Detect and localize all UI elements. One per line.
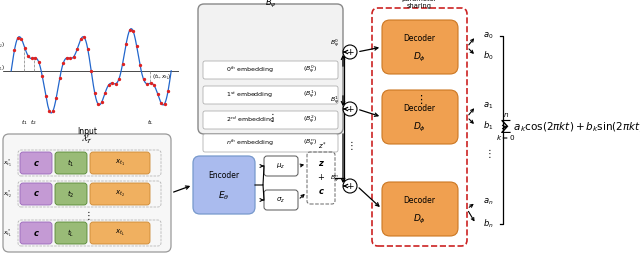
Text: $b_0$: $b_0$ (483, 50, 493, 62)
Text: $\boldsymbol{z}$: $\boldsymbol{z}$ (317, 160, 324, 168)
Circle shape (343, 179, 357, 193)
Text: $x_{t_L}$: $x_{t_L}$ (115, 228, 125, 238)
Text: $(B_{\psi}^{2})$: $(B_{\psi}^{2})$ (303, 114, 317, 126)
Text: $\boldsymbol{c}$: $\boldsymbol{c}$ (317, 187, 324, 197)
Text: Decoder: Decoder (403, 104, 435, 113)
FancyBboxPatch shape (20, 222, 52, 244)
FancyBboxPatch shape (382, 182, 458, 236)
Text: Input: Input (77, 126, 97, 135)
Text: parameter: parameter (402, 0, 437, 2)
FancyBboxPatch shape (55, 152, 87, 174)
Text: $a_n$: $a_n$ (483, 197, 493, 207)
Text: $D_{\phi}$: $D_{\phi}$ (413, 121, 426, 134)
Text: $(B_{\psi}^{0})$: $(B_{\psi}^{0})$ (303, 64, 317, 76)
Text: $\vdots$: $\vdots$ (267, 110, 274, 123)
Text: $x_{t_1}$: $x_{t_1}$ (115, 158, 125, 168)
Text: $D_{\phi}$: $D_{\phi}$ (413, 51, 426, 64)
FancyBboxPatch shape (203, 61, 338, 79)
Text: $\boldsymbol{c}$: $\boldsymbol{c}$ (33, 229, 40, 237)
Text: $+$: $+$ (346, 104, 355, 114)
Text: $1^{st}$ embedding: $1^{st}$ embedding (227, 90, 273, 100)
Text: $t_1$: $t_1$ (67, 157, 75, 169)
Text: $\vdots$: $\vdots$ (346, 139, 354, 152)
Text: $\vdots$: $\vdots$ (484, 148, 492, 161)
Text: $B_{\psi}^1$: $B_{\psi}^1$ (330, 95, 339, 107)
Text: $a_1$: $a_1$ (483, 101, 493, 111)
Text: $\mathcal{X}_{\mathcal{T}}^{*}$: $\mathcal{X}_{\mathcal{T}}^{*}$ (81, 132, 93, 147)
Text: $B_{\psi}$: $B_{\psi}$ (265, 0, 276, 10)
Text: $\sigma_z$: $\sigma_z$ (276, 195, 285, 205)
FancyBboxPatch shape (198, 4, 343, 134)
Text: $2^{nd}$ embedding: $2^{nd}$ embedding (226, 115, 275, 125)
Text: $t_2$: $t_2$ (67, 188, 75, 200)
FancyBboxPatch shape (193, 156, 255, 214)
Text: $x_{t_2}$: $x_{t_2}$ (115, 189, 125, 199)
Text: $t_2$: $t_2$ (30, 118, 37, 127)
Text: $\sum_{k=0}^{n} a_k \cos(2\pi kt) + b_k \sin(2\pi kt)$: $\sum_{k=0}^{n} a_k \cos(2\pi kt) + b_k … (496, 111, 640, 143)
Text: $(t_1, x_{t_1})$: $(t_1, x_{t_1})$ (0, 63, 5, 73)
Text: $x_{t_1}^*$: $x_{t_1}^*$ (3, 157, 12, 169)
Text: $t_1$: $t_1$ (20, 118, 28, 127)
Text: $\boldsymbol{c}$: $\boldsymbol{c}$ (33, 158, 40, 167)
Text: $+$: $+$ (346, 47, 355, 57)
FancyBboxPatch shape (203, 111, 338, 129)
Circle shape (343, 45, 357, 59)
Text: $n^{th}$ embedding: $n^{th}$ embedding (226, 138, 274, 148)
Text: $+$: $+$ (346, 181, 355, 191)
Text: $b_n$: $b_n$ (483, 218, 493, 230)
Text: +: + (317, 173, 324, 183)
Text: $z^*$: $z^*$ (318, 140, 328, 152)
Text: $a_0$: $a_0$ (483, 31, 493, 41)
Text: Basis Embedding: Basis Embedding (237, 0, 303, 1)
Text: $B_{\psi}^n$: $B_{\psi}^n$ (330, 172, 339, 183)
Text: $\boldsymbol{c}$: $\boldsymbol{c}$ (33, 189, 40, 198)
FancyBboxPatch shape (382, 90, 458, 144)
FancyBboxPatch shape (264, 156, 298, 176)
Text: $(B_{\psi}^{n})$: $(B_{\psi}^{n})$ (303, 137, 317, 149)
Text: $t_L$: $t_L$ (147, 118, 154, 127)
Text: $(t_2, x_{t_2})$: $(t_2, x_{t_2})$ (0, 41, 5, 50)
FancyBboxPatch shape (3, 134, 171, 252)
Text: Encoder: Encoder (209, 171, 239, 181)
FancyBboxPatch shape (90, 222, 150, 244)
Text: $\vdots$: $\vdots$ (83, 210, 91, 223)
Text: sharing: sharing (407, 3, 432, 9)
Text: $x_{t_L}^*$: $x_{t_L}^*$ (3, 227, 12, 239)
Text: $0^{th}$ embedding: $0^{th}$ embedding (227, 65, 274, 75)
FancyBboxPatch shape (20, 152, 52, 174)
FancyBboxPatch shape (90, 183, 150, 205)
Text: $E_{\theta}$: $E_{\theta}$ (218, 190, 230, 202)
Text: $x_{t_2}^*$: $x_{t_2}^*$ (3, 188, 12, 200)
Text: $(t_L, x_{t_L})$: $(t_L, x_{t_L})$ (152, 72, 172, 82)
Text: $b_1$: $b_1$ (483, 120, 493, 132)
FancyBboxPatch shape (203, 134, 338, 152)
Text: $t_L$: $t_L$ (67, 227, 75, 239)
Text: Decoder: Decoder (403, 196, 435, 205)
Text: $\vdots$: $\vdots$ (415, 92, 424, 105)
Text: $D_{\phi}$: $D_{\phi}$ (413, 213, 426, 226)
FancyBboxPatch shape (264, 190, 298, 210)
FancyBboxPatch shape (90, 152, 150, 174)
FancyBboxPatch shape (55, 183, 87, 205)
FancyBboxPatch shape (55, 222, 87, 244)
Text: $B_{\psi}^0$: $B_{\psi}^0$ (330, 38, 339, 50)
Circle shape (343, 102, 357, 116)
Text: $\mu_z$: $\mu_z$ (276, 161, 285, 171)
Text: $(B_{\psi}^{1})$: $(B_{\psi}^{1})$ (303, 89, 317, 101)
FancyBboxPatch shape (20, 183, 52, 205)
FancyBboxPatch shape (203, 86, 338, 104)
Text: Decoder: Decoder (403, 34, 435, 43)
FancyBboxPatch shape (382, 20, 458, 74)
